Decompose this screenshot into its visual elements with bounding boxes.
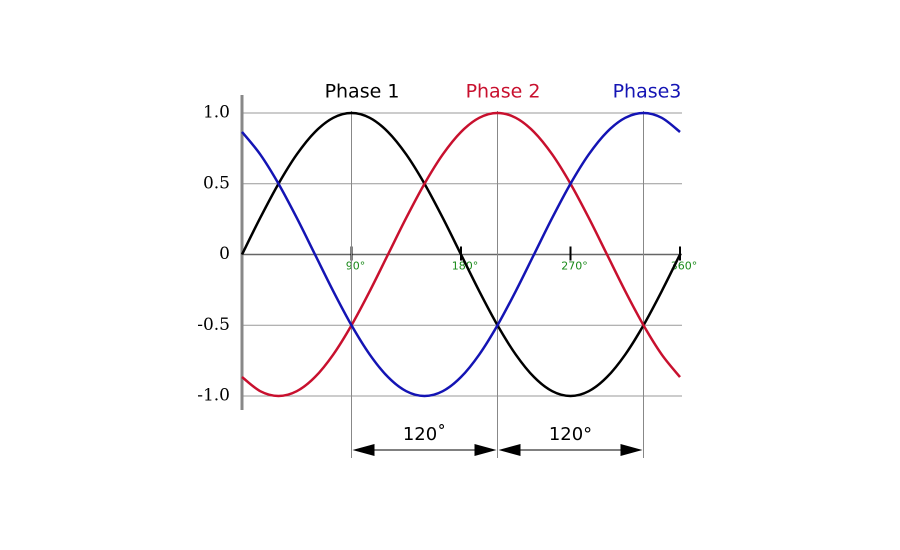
series-line: [241, 111, 681, 398]
x-tick-label: 360°: [671, 260, 698, 273]
x-tick-label: 180°: [452, 260, 479, 273]
x-tick-label: 90°: [346, 260, 366, 273]
arrow-head: [352, 444, 375, 456]
y-tick-label: -1.0: [197, 386, 230, 406]
legend-label: Phase 1: [325, 81, 400, 103]
series-line: [241, 111, 681, 398]
y-tick-label: 0: [219, 244, 230, 264]
y-tick-label: 0.5: [203, 173, 230, 193]
series-line: [240, 111, 682, 398]
x-tick-label: 270°: [561, 260, 588, 273]
y-tick-label: 1.0: [203, 103, 230, 123]
arrow-head: [474, 444, 497, 456]
annotation-label: 120°: [549, 424, 592, 445]
annotation-label: 120˚: [403, 424, 446, 445]
legend-label: Phase 2: [466, 81, 541, 103]
legend-label: Phase3: [613, 81, 682, 103]
arrow-head: [498, 444, 521, 456]
arrow-head: [620, 444, 643, 456]
y-tick-label: -0.5: [197, 315, 230, 335]
